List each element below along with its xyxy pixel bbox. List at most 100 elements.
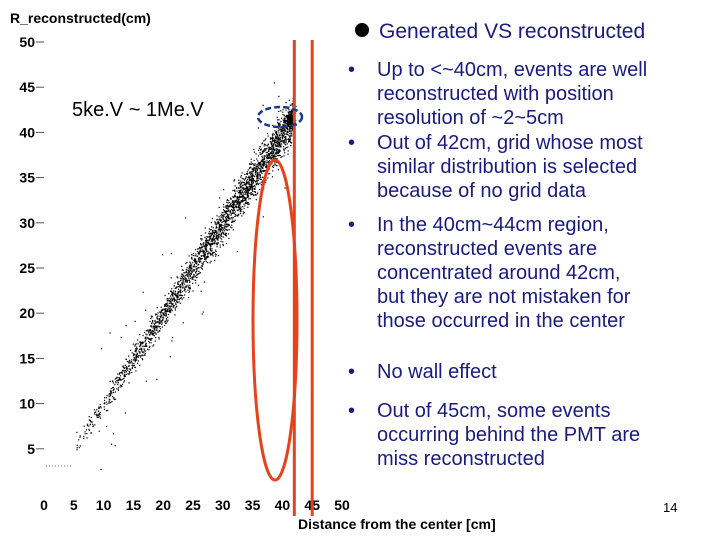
data-point <box>204 240 207 242</box>
data-point <box>261 152 263 154</box>
data-point <box>259 162 261 164</box>
data-point <box>211 243 214 245</box>
data-point <box>245 198 247 200</box>
data-point <box>295 105 297 107</box>
data-point <box>205 257 207 259</box>
data-point <box>140 345 142 347</box>
data-point <box>250 178 252 180</box>
data-point <box>261 167 263 169</box>
data-point <box>261 170 263 172</box>
data-point <box>210 260 212 262</box>
data-point <box>164 308 166 310</box>
data-point <box>135 348 137 350</box>
data-point <box>240 191 242 193</box>
data-point <box>269 173 271 175</box>
data-point <box>261 143 263 145</box>
data-point <box>267 177 269 179</box>
data-point <box>220 220 222 222</box>
data-point <box>245 186 247 188</box>
data-point <box>282 124 284 126</box>
data-point <box>145 345 147 347</box>
data-point <box>142 359 144 361</box>
data-point <box>264 160 266 162</box>
data-point <box>290 126 292 128</box>
data-point <box>177 291 179 293</box>
data-point <box>224 228 227 230</box>
data-point <box>167 308 169 310</box>
data-point <box>166 300 168 302</box>
data-point <box>253 194 255 196</box>
data-point <box>193 260 195 262</box>
data-point <box>168 308 170 310</box>
data-point <box>239 192 241 194</box>
data-point <box>198 258 200 261</box>
data-point <box>223 232 225 234</box>
data-point <box>188 290 190 292</box>
data-point <box>99 416 101 418</box>
data-point <box>252 178 254 180</box>
data-point <box>249 187 251 189</box>
data-point <box>287 121 289 123</box>
data-point <box>278 132 280 134</box>
data-point <box>117 373 119 375</box>
data-point <box>183 274 185 276</box>
data-point <box>214 221 216 223</box>
data-point <box>111 443 113 445</box>
data-point <box>92 426 94 428</box>
data-point <box>90 432 92 434</box>
data-point <box>205 247 207 249</box>
data-point <box>187 272 189 274</box>
data-point <box>221 226 223 228</box>
data-point <box>282 146 285 148</box>
data-point <box>128 373 130 376</box>
data-point <box>254 188 256 190</box>
data-point <box>268 173 270 175</box>
data-point <box>156 378 158 381</box>
data-point <box>261 162 263 164</box>
data-point <box>275 145 277 147</box>
data-point <box>220 228 222 231</box>
data-point <box>84 433 86 435</box>
data-point <box>288 129 290 131</box>
data-point <box>159 322 161 324</box>
data-point <box>252 174 254 176</box>
data-point <box>284 148 286 150</box>
data-point <box>285 120 287 123</box>
data-point <box>187 286 189 288</box>
data-point <box>114 398 117 400</box>
data-point <box>287 128 289 130</box>
data-point <box>98 410 100 412</box>
data-point <box>279 136 281 139</box>
data-point <box>168 302 170 304</box>
data-point <box>177 302 179 304</box>
data-point <box>136 353 138 355</box>
data-point <box>286 133 288 135</box>
data-point <box>186 271 188 273</box>
data-point <box>248 175 250 177</box>
data-point <box>252 173 254 175</box>
data-point <box>179 286 181 288</box>
data-point <box>197 284 200 286</box>
data-point <box>214 233 216 236</box>
data-point <box>177 286 179 288</box>
data-point <box>285 109 287 111</box>
data-point <box>253 151 255 153</box>
data-point <box>198 257 200 259</box>
data-point <box>193 269 195 271</box>
data-point <box>136 356 138 358</box>
data-point <box>274 144 276 146</box>
data-point <box>219 228 221 230</box>
data-point <box>173 299 175 301</box>
data-point <box>212 239 214 241</box>
data-point <box>136 359 138 361</box>
data-point <box>164 320 167 322</box>
data-point <box>232 201 234 203</box>
data-point <box>86 437 88 439</box>
data-point <box>213 229 215 231</box>
data-point <box>201 250 203 253</box>
data-point <box>225 205 227 207</box>
data-point <box>197 264 199 266</box>
data-point <box>227 209 229 211</box>
data-point <box>171 309 173 312</box>
data-point <box>214 222 216 224</box>
